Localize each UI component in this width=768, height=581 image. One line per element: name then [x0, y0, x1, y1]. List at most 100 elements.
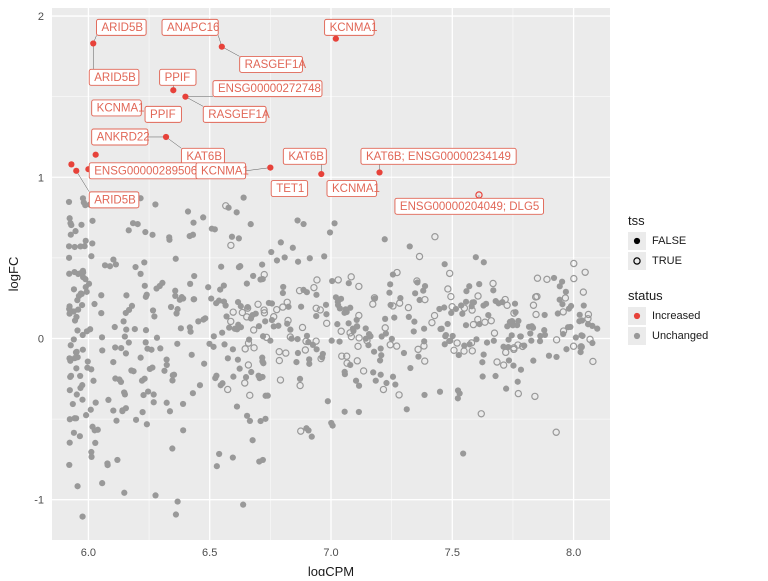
point-unchanged	[223, 302, 229, 308]
point-unchanged	[480, 373, 486, 379]
point-unchanged	[142, 229, 148, 235]
point-unchanged	[421, 392, 427, 398]
point-unchanged	[112, 375, 118, 381]
point-unchanged	[334, 321, 340, 327]
point-unchanged	[67, 220, 73, 226]
point-unchanged	[152, 492, 158, 498]
point-unchanged	[484, 339, 490, 345]
point-unchanged	[442, 261, 448, 267]
point-unchanged	[137, 271, 143, 277]
point-unchanged	[175, 498, 181, 504]
point-unchanged	[123, 350, 129, 356]
legend-tss: tss FALSE TRUE	[628, 213, 768, 272]
legend-tss-false: FALSE	[628, 232, 768, 250]
point-unchanged	[92, 440, 98, 446]
point-unchanged	[74, 327, 80, 333]
point-unchanged	[187, 329, 193, 335]
gene-label-text: ARID5B	[94, 194, 136, 206]
point-unchanged	[323, 302, 329, 308]
point-increased	[93, 152, 99, 158]
point-unchanged	[443, 332, 449, 338]
point-unchanged	[113, 418, 119, 424]
point-unchanged	[216, 298, 222, 304]
point-unchanged	[138, 355, 144, 361]
point-unchanged	[280, 284, 286, 290]
point-unchanged	[78, 222, 84, 228]
point-unchanged	[166, 237, 172, 243]
point-unchanged	[205, 284, 211, 290]
point-unchanged	[441, 304, 447, 310]
point-unchanged	[421, 326, 427, 332]
point-unchanged	[378, 345, 384, 351]
point-unchanged	[88, 253, 94, 259]
gene-label-text: KAT6B	[288, 151, 324, 163]
point-unchanged	[305, 427, 311, 433]
point-unchanged	[415, 354, 421, 360]
point-unchanged	[510, 363, 516, 369]
point-unchanged	[77, 385, 83, 391]
point-unchanged	[132, 264, 138, 270]
point-unchanged	[70, 401, 76, 407]
point-unchanged	[159, 280, 165, 286]
point-unchanged	[66, 255, 72, 261]
legend-tss-title: tss	[628, 213, 768, 228]
point-unchanged	[221, 282, 227, 288]
point-unchanged	[110, 359, 116, 365]
point-unchanged	[189, 352, 195, 358]
point-unchanged	[126, 339, 132, 345]
point-unchanged	[578, 332, 584, 338]
point-unchanged	[512, 301, 518, 307]
point-unchanged	[509, 318, 515, 324]
point-unchanged	[445, 321, 451, 327]
point-unchanged	[492, 373, 498, 379]
point-unchanged	[323, 311, 329, 317]
point-increased	[90, 40, 96, 46]
point-unchanged	[237, 263, 243, 269]
point-unchanged	[179, 294, 185, 300]
point-unchanged	[84, 328, 90, 334]
point-unchanged	[557, 283, 563, 289]
point-unchanged	[71, 336, 77, 342]
point-unchanged	[383, 380, 389, 386]
gene-label-text: KAT6B	[186, 151, 222, 163]
point-increased	[376, 169, 382, 175]
gene-label-text: ANAPC16	[167, 22, 219, 34]
point-unchanged	[157, 345, 163, 351]
point-unchanged	[98, 292, 104, 298]
point-unchanged	[295, 350, 301, 356]
point-unchanged	[187, 281, 193, 287]
point-unchanged	[79, 397, 85, 403]
point-unchanged	[168, 304, 174, 310]
point-unchanged	[77, 270, 83, 276]
point-unchanged	[290, 245, 296, 251]
point-unchanged	[243, 374, 249, 380]
point-unchanged	[370, 369, 376, 375]
point-unchanged	[98, 310, 104, 316]
point-unchanged	[74, 391, 80, 397]
point-unchanged	[66, 243, 72, 249]
point-unchanged	[293, 359, 299, 365]
point-unchanged	[218, 264, 224, 270]
point-unchanged	[143, 339, 149, 345]
point-unchanged	[66, 303, 72, 309]
point-unchanged	[265, 393, 271, 399]
point-unchanged	[123, 292, 129, 298]
point-unchanged	[437, 389, 443, 395]
point-unchanged	[300, 221, 306, 227]
point-increased	[73, 168, 79, 174]
point-unchanged	[244, 280, 250, 286]
point-unchanged	[144, 421, 150, 427]
point-unchanged	[209, 226, 215, 232]
point-unchanged	[107, 263, 113, 269]
point-unchanged	[336, 338, 342, 344]
legend-status: status Increased Unchanged	[628, 288, 768, 347]
point-unchanged	[356, 409, 362, 415]
point-unchanged	[225, 355, 231, 361]
point-unchanged	[190, 220, 196, 226]
point-unchanged	[541, 327, 547, 333]
point-unchanged	[448, 310, 454, 316]
point-unchanged	[80, 195, 86, 201]
legend-panel: tss FALSE TRUE status Increased Unchange…	[620, 0, 768, 576]
point-unchanged	[230, 346, 236, 352]
point-unchanged	[490, 287, 496, 293]
